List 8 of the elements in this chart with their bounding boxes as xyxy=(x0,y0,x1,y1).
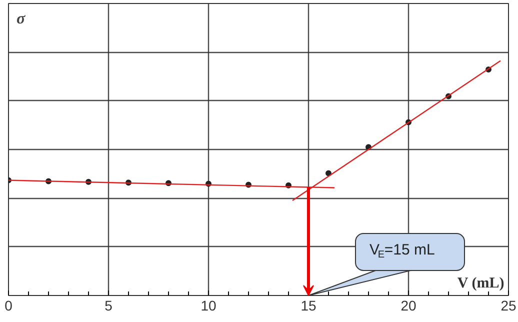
x-tick-label: 10 xyxy=(200,298,216,314)
x-axis-title: V (mL) xyxy=(457,276,504,292)
x-tick-label: 20 xyxy=(400,298,416,314)
x-tick-label: 5 xyxy=(104,298,113,314)
x-tick-label: 15 xyxy=(300,298,316,314)
x-tick-label: 0 xyxy=(4,298,13,314)
y-axis-title: σ xyxy=(16,10,26,28)
x-tick-label: 25 xyxy=(500,298,516,314)
